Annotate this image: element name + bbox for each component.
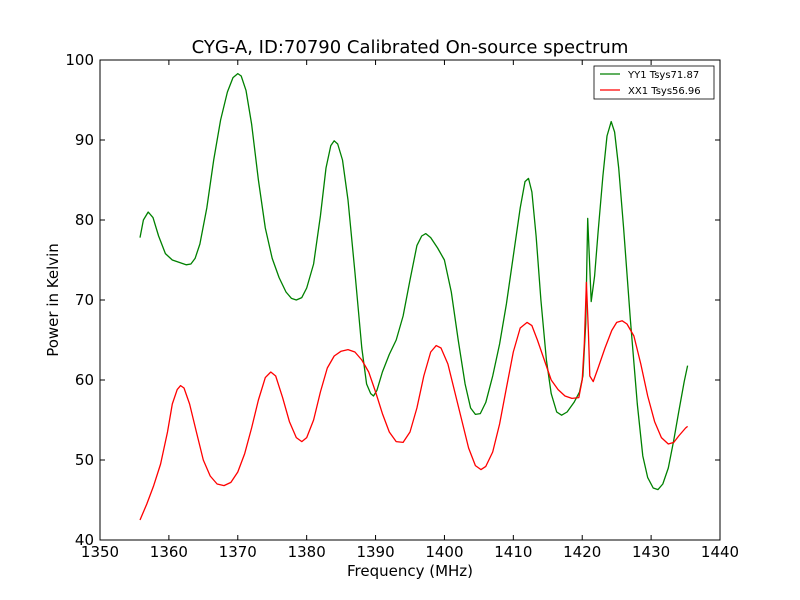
y-axis-label: Power in Kelvin [44, 243, 62, 357]
x-tick-label: 1440 [701, 543, 739, 561]
legend-label-yy1: YY1 Tsys71.87 [627, 70, 699, 81]
y-tick-label: 100 [65, 51, 94, 69]
y-tick-label: 60 [75, 371, 94, 389]
x-tick-label: 1400 [425, 543, 463, 561]
x-tick-label: 1350 [81, 543, 119, 561]
plot-content [139, 72, 689, 521]
legend: YY1 Tsys71.87 XX1 Tsys56.96 [593, 65, 715, 100]
y-tick-label: 90 [75, 131, 94, 149]
series-line-xx1 [139, 281, 689, 521]
series-line-yy1 [139, 72, 689, 491]
x-tick-label: 1420 [563, 543, 601, 561]
x-tick-label: 1370 [219, 543, 257, 561]
x-tick-label: 1410 [494, 543, 532, 561]
x-tick-label: 1380 [288, 543, 326, 561]
x-axis: 1350 1360 1370 1380 1390 1400 1410 1420 1430 1440 [81, 60, 739, 561]
x-tick-label: 1390 [356, 543, 394, 561]
x-tick-label: 1360 [150, 543, 188, 561]
x-tick-label: 1430 [632, 543, 670, 561]
y-tick-label: 40 [75, 531, 94, 549]
legend-label-xx1: XX1 Tsys56.96 [628, 86, 701, 97]
y-tick-label: 80 [75, 211, 94, 229]
x-axis-label: Frequency (MHz) [347, 562, 473, 580]
legend-box [593, 65, 715, 100]
y-axis: 40 50 60 70 80 90 100 [65, 51, 720, 549]
chart-title: CYG-A, ID:70790 Calibrated On-source spe… [192, 37, 629, 58]
y-tick-label: 50 [75, 451, 94, 469]
y-tick-label: 70 [75, 291, 94, 309]
